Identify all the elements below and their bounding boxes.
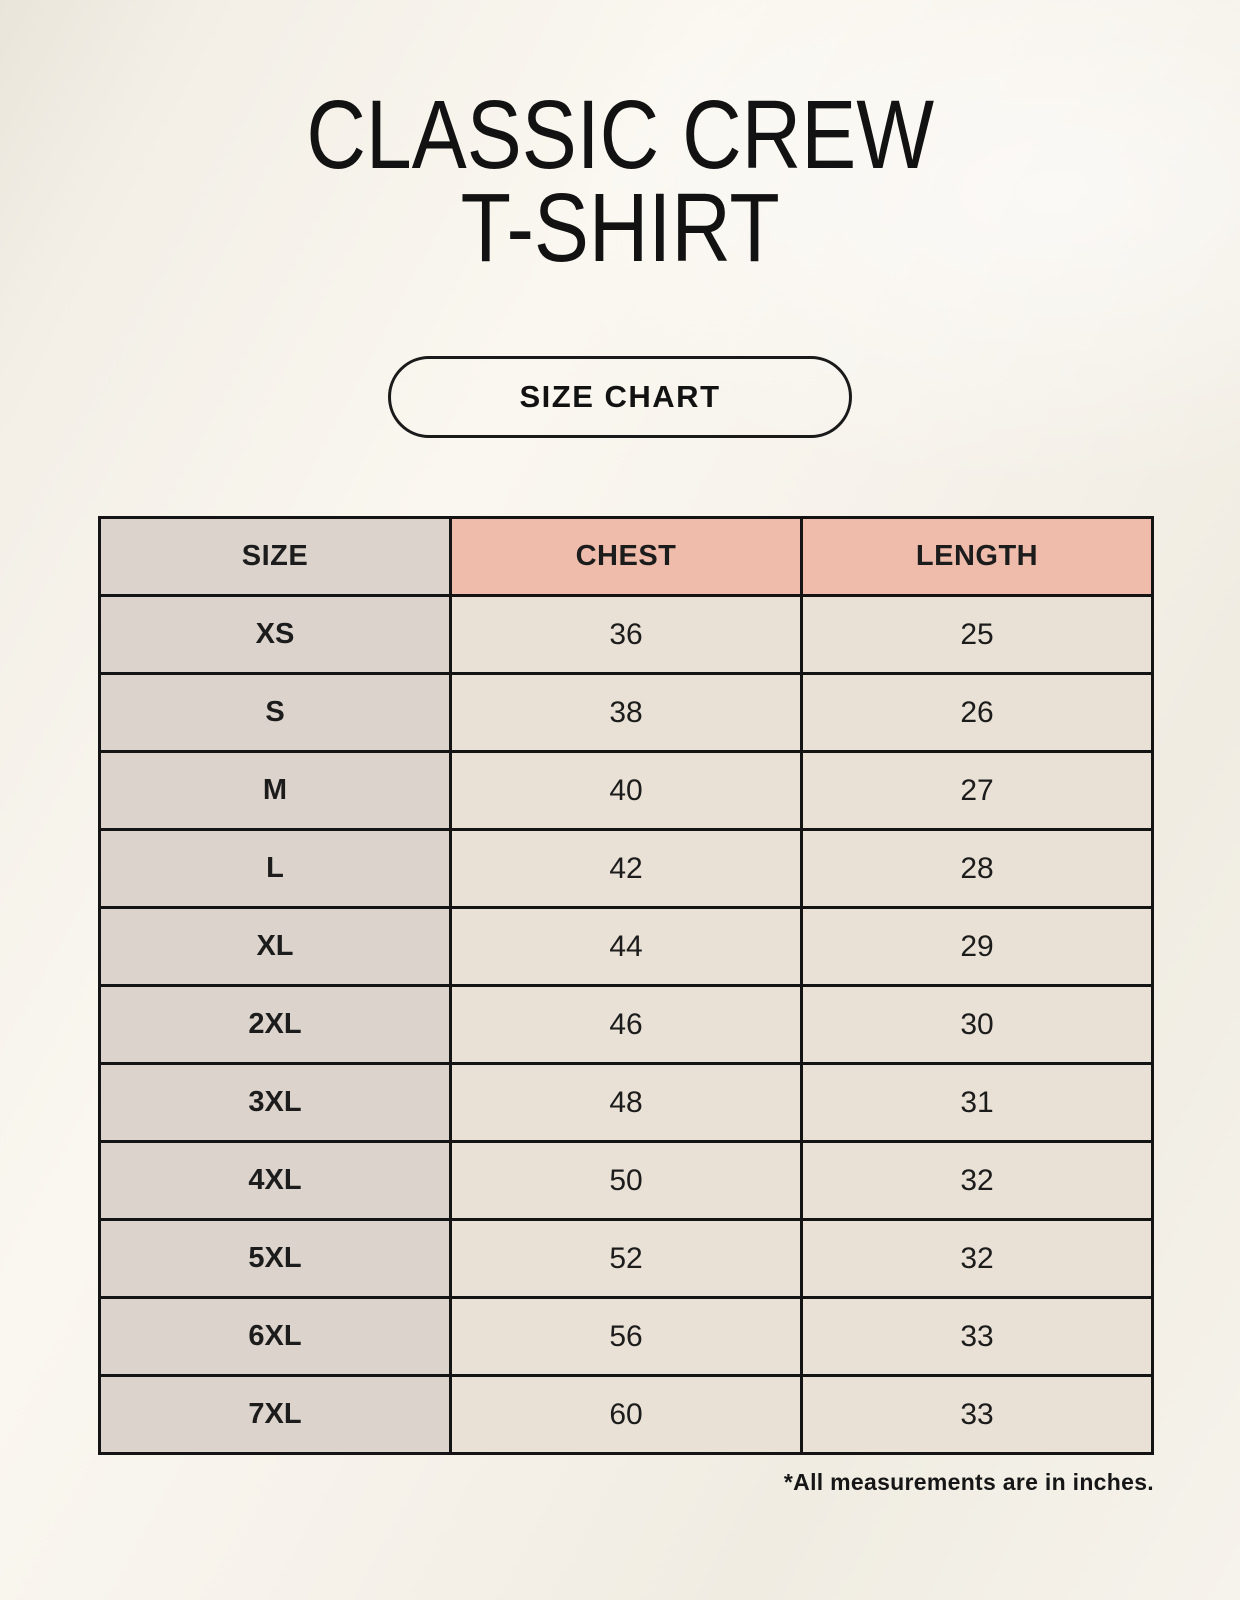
table-row: XL 44 29 — [98, 906, 1154, 988]
size-table-body: XS 36 25 S 38 26 M 40 27 L 42 28 XL 44 2… — [98, 594, 1154, 1456]
size-cell: 2XL — [98, 984, 452, 1066]
size-cell: XS — [98, 594, 452, 676]
table-row: 7XL 60 33 — [98, 1374, 1154, 1456]
length-cell: 29 — [800, 906, 1154, 988]
page-title-line-2: T-SHIRT — [460, 173, 780, 283]
size-cell: 5XL — [98, 1218, 452, 1300]
chest-cell: 40 — [449, 750, 803, 832]
length-cell: 33 — [800, 1374, 1154, 1456]
length-cell: 31 — [800, 1062, 1154, 1144]
length-cell: 26 — [800, 672, 1154, 754]
table-row: 4XL 50 32 — [98, 1140, 1154, 1222]
chest-cell: 50 — [449, 1140, 803, 1222]
size-cell: XL — [98, 906, 452, 988]
footnote: *All measurements are in inches. — [783, 1469, 1154, 1496]
length-cell: 25 — [800, 594, 1154, 676]
size-cell: S — [98, 672, 452, 754]
size-cell: 6XL — [98, 1296, 452, 1378]
chest-cell: 44 — [449, 906, 803, 988]
chest-cell: 56 — [449, 1296, 803, 1378]
chest-cell: 52 — [449, 1218, 803, 1300]
size-chart-section: SIZE CHEST LENGTH XS 36 25 S 38 26 M 40 … — [98, 516, 1154, 1496]
size-cell: 3XL — [98, 1062, 452, 1144]
column-header-length: LENGTH — [800, 516, 1154, 598]
size-cell: 4XL — [98, 1140, 452, 1222]
column-header-chest: CHEST — [449, 516, 803, 598]
size-cell: M — [98, 750, 452, 832]
page-title-line-1: CLASSIC CREW — [306, 80, 934, 189]
length-cell: 33 — [800, 1296, 1154, 1378]
size-chart-button[interactable]: SIZE CHART — [388, 356, 852, 439]
table-row: 3XL 48 31 — [98, 1062, 1154, 1144]
table-row: S 38 26 — [98, 672, 1154, 754]
chest-cell: 46 — [449, 984, 803, 1066]
table-row: M 40 27 — [98, 750, 1154, 832]
page-title: CLASSIC CREW T-SHIRT — [306, 80, 934, 283]
length-cell: 28 — [800, 828, 1154, 910]
size-cell: 7XL — [98, 1374, 452, 1456]
header-row: SIZE CHEST LENGTH — [98, 516, 1154, 598]
chest-cell: 38 — [449, 672, 803, 754]
button-row: SIZE CHART — [0, 356, 1240, 439]
table-row: L 42 28 — [98, 828, 1154, 910]
size-table: SIZE CHEST LENGTH XS 36 25 S 38 26 M 40 … — [98, 516, 1154, 1456]
size-table-head: SIZE CHEST LENGTH — [98, 516, 1154, 598]
length-cell: 30 — [800, 984, 1154, 1066]
title-wrap: CLASSIC CREW T-SHIRT — [0, 0, 1240, 283]
size-cell: L — [98, 828, 452, 910]
table-row: 5XL 52 32 — [98, 1218, 1154, 1300]
chest-cell: 36 — [449, 594, 803, 676]
chest-cell: 60 — [449, 1374, 803, 1456]
chest-cell: 48 — [449, 1062, 803, 1144]
length-cell: 32 — [800, 1218, 1154, 1300]
table-row: 6XL 56 33 — [98, 1296, 1154, 1378]
table-row: XS 36 25 — [98, 594, 1154, 676]
length-cell: 32 — [800, 1140, 1154, 1222]
table-row: 2XL 46 30 — [98, 984, 1154, 1066]
column-header-size: SIZE — [98, 516, 452, 598]
length-cell: 27 — [800, 750, 1154, 832]
chest-cell: 42 — [449, 828, 803, 910]
